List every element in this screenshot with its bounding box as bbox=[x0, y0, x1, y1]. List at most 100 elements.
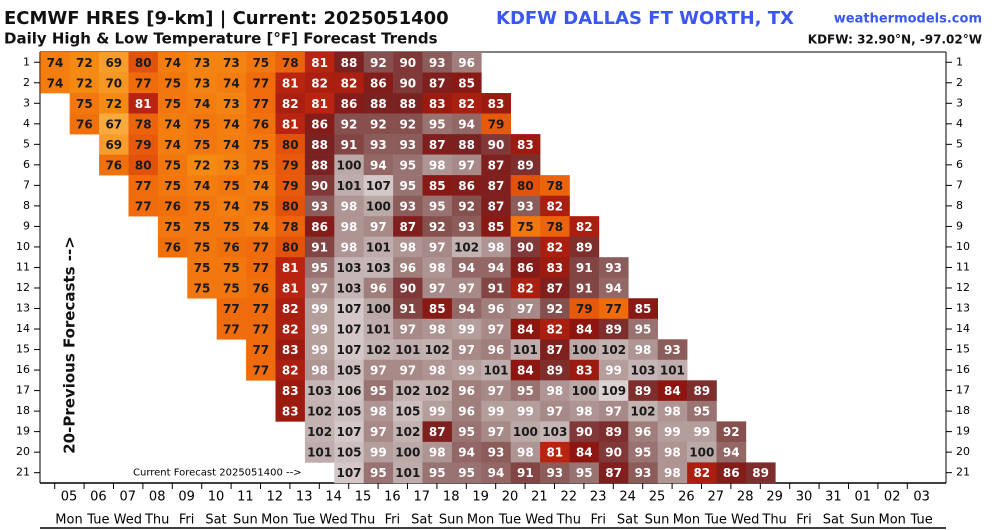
heat-cell bbox=[716, 462, 747, 484]
cell-value: 77 bbox=[135, 179, 152, 193]
cell-value: 93 bbox=[399, 199, 416, 213]
cell-value: 76 bbox=[76, 117, 93, 131]
cell-value: 98 bbox=[429, 261, 446, 275]
heat-cell bbox=[628, 339, 658, 361]
heat-cell bbox=[510, 421, 541, 443]
cell-value: 88 bbox=[458, 138, 475, 152]
cell-value: 100 bbox=[336, 158, 361, 172]
cell-value: 102 bbox=[395, 384, 420, 398]
heat-cell bbox=[304, 236, 335, 258]
cell-value: 84 bbox=[664, 384, 681, 398]
cell-value: 85 bbox=[429, 302, 446, 316]
cell-value: 86 bbox=[370, 76, 387, 90]
heat-cell bbox=[393, 175, 423, 196]
cell-value: 99 bbox=[311, 323, 328, 337]
heat-cell bbox=[128, 134, 159, 155]
row-label: 12 bbox=[16, 281, 30, 294]
cell-value: 81 bbox=[135, 97, 152, 111]
cell-value: 100 bbox=[572, 384, 597, 398]
heat-cell bbox=[334, 318, 364, 340]
heat-cell bbox=[422, 421, 453, 443]
cell-value: 77 bbox=[252, 323, 269, 337]
heat-cell bbox=[422, 236, 453, 258]
cell-value: 80 bbox=[517, 179, 534, 193]
cell-value: 84 bbox=[576, 323, 593, 337]
cell-value: 92 bbox=[370, 117, 387, 131]
cell-value: 98 bbox=[576, 405, 593, 419]
heat-cell bbox=[569, 462, 600, 484]
cell-value: 80 bbox=[282, 199, 299, 213]
heat-cell bbox=[128, 113, 159, 135]
row-label: 2 bbox=[956, 76, 963, 89]
cell-value: 101 bbox=[366, 323, 391, 337]
row-label: 21 bbox=[16, 466, 30, 479]
cell-value: 91 bbox=[517, 466, 534, 480]
cell-value: 95 bbox=[635, 323, 652, 337]
cell-value: 78 bbox=[282, 220, 299, 234]
heat-cell bbox=[598, 298, 629, 320]
heat-cell bbox=[187, 257, 217, 279]
cell-value: 74 bbox=[223, 117, 240, 131]
row-label: 5 bbox=[23, 137, 30, 150]
cell-value: 75 bbox=[194, 220, 211, 234]
cell-value: 83 bbox=[429, 97, 446, 111]
cell-value: 102 bbox=[454, 240, 479, 254]
cell-value: 94 bbox=[488, 466, 505, 480]
cell-value: 93 bbox=[488, 446, 505, 460]
heat-cell bbox=[481, 257, 511, 279]
cell-value: 85 bbox=[429, 179, 446, 193]
cell-value: 97 bbox=[370, 220, 387, 234]
cell-value: 80 bbox=[282, 138, 299, 152]
x-tick-label: 05 bbox=[61, 490, 78, 505]
cell-value: 88 bbox=[399, 97, 416, 111]
heat-cell bbox=[481, 134, 511, 155]
cell-value: 98 bbox=[341, 240, 358, 254]
cell-value: 74 bbox=[252, 220, 269, 234]
heat-cell bbox=[422, 154, 453, 176]
cell-value: 99 bbox=[517, 405, 534, 419]
cell-value: 82 bbox=[576, 220, 593, 234]
cell-value: 107 bbox=[336, 466, 361, 480]
heat-cell bbox=[128, 93, 159, 114]
cell-value: 76 bbox=[252, 117, 269, 131]
heat-cell bbox=[128, 52, 159, 73]
cell-value: 91 bbox=[488, 281, 505, 295]
cell-value: 95 bbox=[517, 384, 534, 398]
cell-value: 102 bbox=[425, 343, 450, 357]
cell-value: 99 bbox=[370, 446, 387, 460]
cell-value: 83 bbox=[282, 405, 299, 419]
heat-cell bbox=[540, 339, 570, 361]
weekday-label: Thu bbox=[144, 513, 169, 528]
cell-value: 87 bbox=[605, 466, 622, 480]
weekday-label: Sun bbox=[233, 513, 258, 528]
cell-value: 100 bbox=[689, 446, 714, 460]
heat-cell bbox=[481, 236, 511, 258]
heat-cell bbox=[334, 441, 364, 463]
cell-value: 77 bbox=[252, 364, 269, 378]
heat-cell bbox=[393, 93, 423, 114]
heat-cell bbox=[422, 359, 453, 381]
cell-value: 103 bbox=[307, 384, 332, 398]
heat-cell bbox=[481, 318, 511, 340]
cell-value: 99 bbox=[458, 323, 475, 337]
cell-value: 100 bbox=[366, 199, 391, 213]
heat-cell bbox=[540, 277, 570, 299]
heat-cell bbox=[216, 113, 247, 135]
heat-cell bbox=[451, 52, 482, 73]
heat-cell bbox=[334, 175, 364, 196]
cell-value: 87 bbox=[488, 179, 505, 193]
cell-value: 80 bbox=[135, 56, 152, 70]
row-label: 6 bbox=[23, 158, 30, 171]
row-label: 11 bbox=[956, 260, 970, 273]
heat-cell bbox=[275, 113, 306, 135]
heat-cell bbox=[246, 72, 276, 94]
heat-cell bbox=[569, 421, 600, 443]
cell-value: 75 bbox=[164, 179, 181, 193]
cell-value: 94 bbox=[458, 302, 475, 316]
heat-cell bbox=[187, 93, 217, 114]
weekday-label: Wed bbox=[731, 513, 759, 528]
cell-value: 73 bbox=[223, 56, 240, 70]
cell-value: 75 bbox=[252, 158, 269, 172]
row-label: 2 bbox=[23, 76, 30, 89]
heat-cell bbox=[451, 380, 482, 402]
